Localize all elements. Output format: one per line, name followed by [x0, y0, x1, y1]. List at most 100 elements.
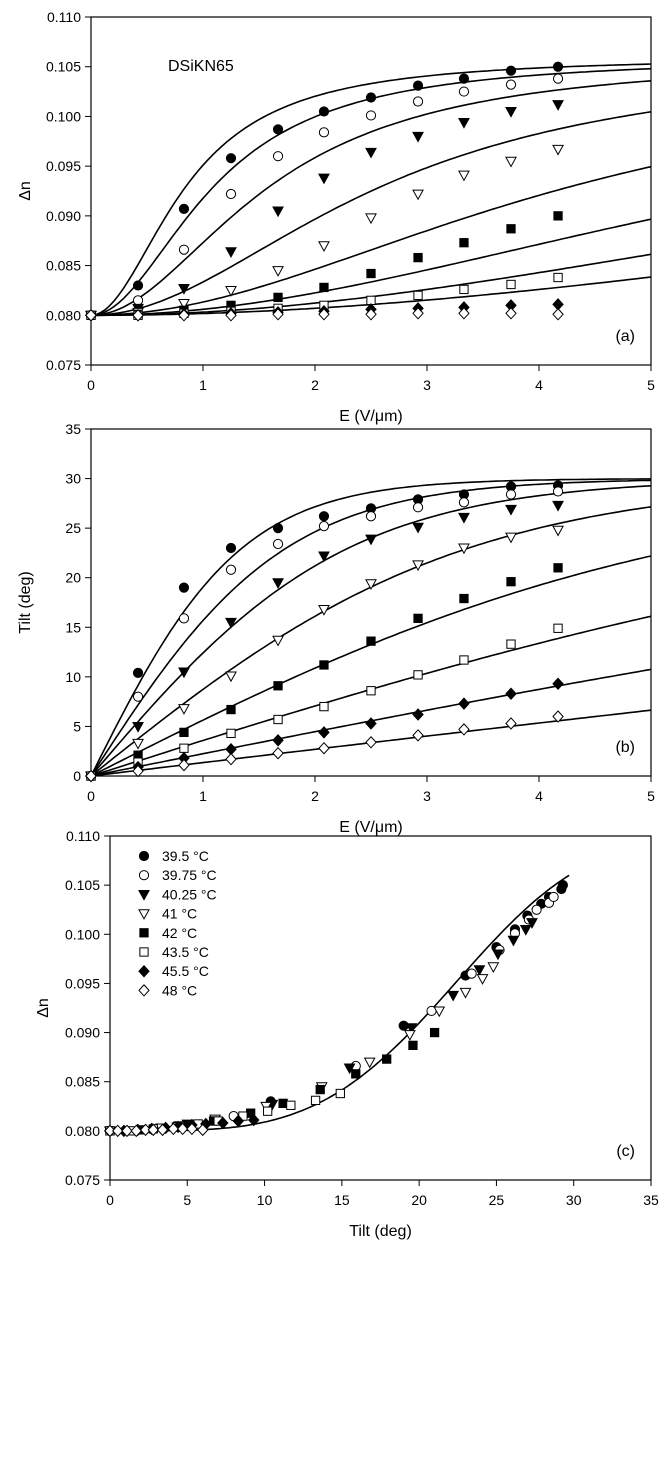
- data-point: [272, 635, 284, 647]
- x-tick-label: 1: [199, 377, 207, 393]
- data-point: [318, 106, 330, 117]
- fit-curve: [90, 485, 652, 777]
- y-axis-label: Δn: [35, 998, 52, 1018]
- data-point: [178, 582, 190, 593]
- data-point: [487, 962, 500, 974]
- y-tick-label: 0.080: [46, 307, 81, 323]
- data-point: [433, 1006, 446, 1018]
- data-point: [553, 272, 563, 283]
- data-point: [130, 1124, 143, 1138]
- data-point: [226, 728, 236, 739]
- legend-label: 45.5 °C: [162, 963, 209, 979]
- data-point: [505, 489, 517, 500]
- y-axis-label: Tilt (deg): [17, 571, 34, 634]
- data-point: [139, 1123, 152, 1137]
- x-tick-label: 4: [535, 377, 543, 393]
- x-tick-label: 0: [87, 377, 95, 393]
- data-point: [412, 131, 424, 143]
- data-point: [552, 61, 564, 72]
- data-point: [111, 1124, 124, 1138]
- data-point: [458, 543, 470, 555]
- data-point: [178, 667, 190, 679]
- data-point: [263, 1106, 273, 1116]
- y-tick-label: 0: [73, 768, 81, 784]
- data-point: [458, 170, 470, 182]
- x-tick-label: 2: [311, 377, 319, 393]
- data-point: [178, 704, 190, 715]
- data-point: [505, 687, 517, 700]
- y-axis-label: Δn: [17, 181, 34, 201]
- y-tick-label: 5: [73, 718, 81, 734]
- data-point: [225, 752, 237, 766]
- legend-marker: [139, 928, 149, 938]
- x-tick-label: 0: [87, 788, 95, 804]
- data-point: [273, 681, 283, 691]
- data-point: [459, 987, 472, 999]
- data-point: [552, 144, 564, 156]
- data-point: [179, 727, 189, 738]
- data-point: [403, 1030, 416, 1041]
- data-point: [553, 211, 563, 221]
- data-point: [225, 617, 237, 629]
- data-point: [121, 1124, 133, 1138]
- data-point: [147, 1123, 160, 1137]
- data-point: [272, 746, 284, 760]
- y-tick-label: 0.085: [46, 258, 81, 274]
- data-point: [458, 86, 470, 97]
- data-point: [178, 758, 190, 772]
- plot-frame: [90, 16, 652, 366]
- data-point: [506, 224, 516, 234]
- data-point: [318, 241, 330, 253]
- data-point: [526, 918, 538, 929]
- data-point: [225, 286, 237, 297]
- data-point: [382, 1054, 392, 1064]
- data-point: [343, 1063, 356, 1075]
- data-point: [412, 708, 424, 721]
- legend-label: 41 °C: [162, 906, 197, 922]
- data-point: [225, 188, 237, 200]
- data-point: [225, 153, 237, 164]
- panel-label: (b): [615, 739, 635, 756]
- plot-frame: [109, 835, 652, 1181]
- data-point: [104, 1124, 116, 1138]
- data-point: [318, 741, 330, 755]
- legend-marker: [138, 889, 150, 901]
- data-point: [505, 65, 517, 76]
- legend-label: 42 °C: [162, 925, 197, 941]
- data-point: [466, 968, 477, 979]
- data-point: [351, 1069, 361, 1079]
- data-point: [278, 1098, 288, 1108]
- x-tick-label: 3: [423, 788, 431, 804]
- data-point: [413, 252, 423, 263]
- x-tick-label: 4: [535, 788, 543, 804]
- chart-panel-3: 0 5 10 15 20 25 30 35 0.075 0.080 0.085 0.090 0.095 0…: [35, 828, 659, 1240]
- y-tick-label: 0.100: [65, 926, 100, 942]
- data-point: [178, 309, 190, 322]
- data-point: [458, 723, 470, 736]
- legend-label: 48 °C: [162, 982, 197, 998]
- x-tick-label: 1: [199, 788, 207, 804]
- data-point: [552, 710, 564, 723]
- data-point: [310, 1095, 321, 1106]
- data-point: [365, 110, 377, 121]
- y-tick-label: 0.105: [46, 59, 81, 75]
- data-point: [473, 965, 486, 976]
- data-point: [132, 280, 144, 291]
- data-point: [366, 268, 376, 279]
- data-point: [552, 486, 564, 497]
- data-point: [132, 295, 144, 306]
- data-point: [132, 722, 144, 733]
- x-axis-label: E (V/μm): [339, 819, 402, 836]
- data-point: [225, 671, 237, 683]
- data-point: [132, 667, 144, 678]
- data-point: [458, 117, 470, 129]
- data-point: [186, 1122, 198, 1136]
- data-point: [412, 729, 424, 742]
- data-point: [413, 290, 423, 301]
- y-tick-label: 0.075: [46, 357, 81, 373]
- data-point: [272, 266, 284, 277]
- y-tick-label: 0.090: [46, 208, 81, 224]
- data-point: [552, 525, 564, 537]
- data-point: [412, 189, 424, 201]
- data-point: [315, 1084, 325, 1095]
